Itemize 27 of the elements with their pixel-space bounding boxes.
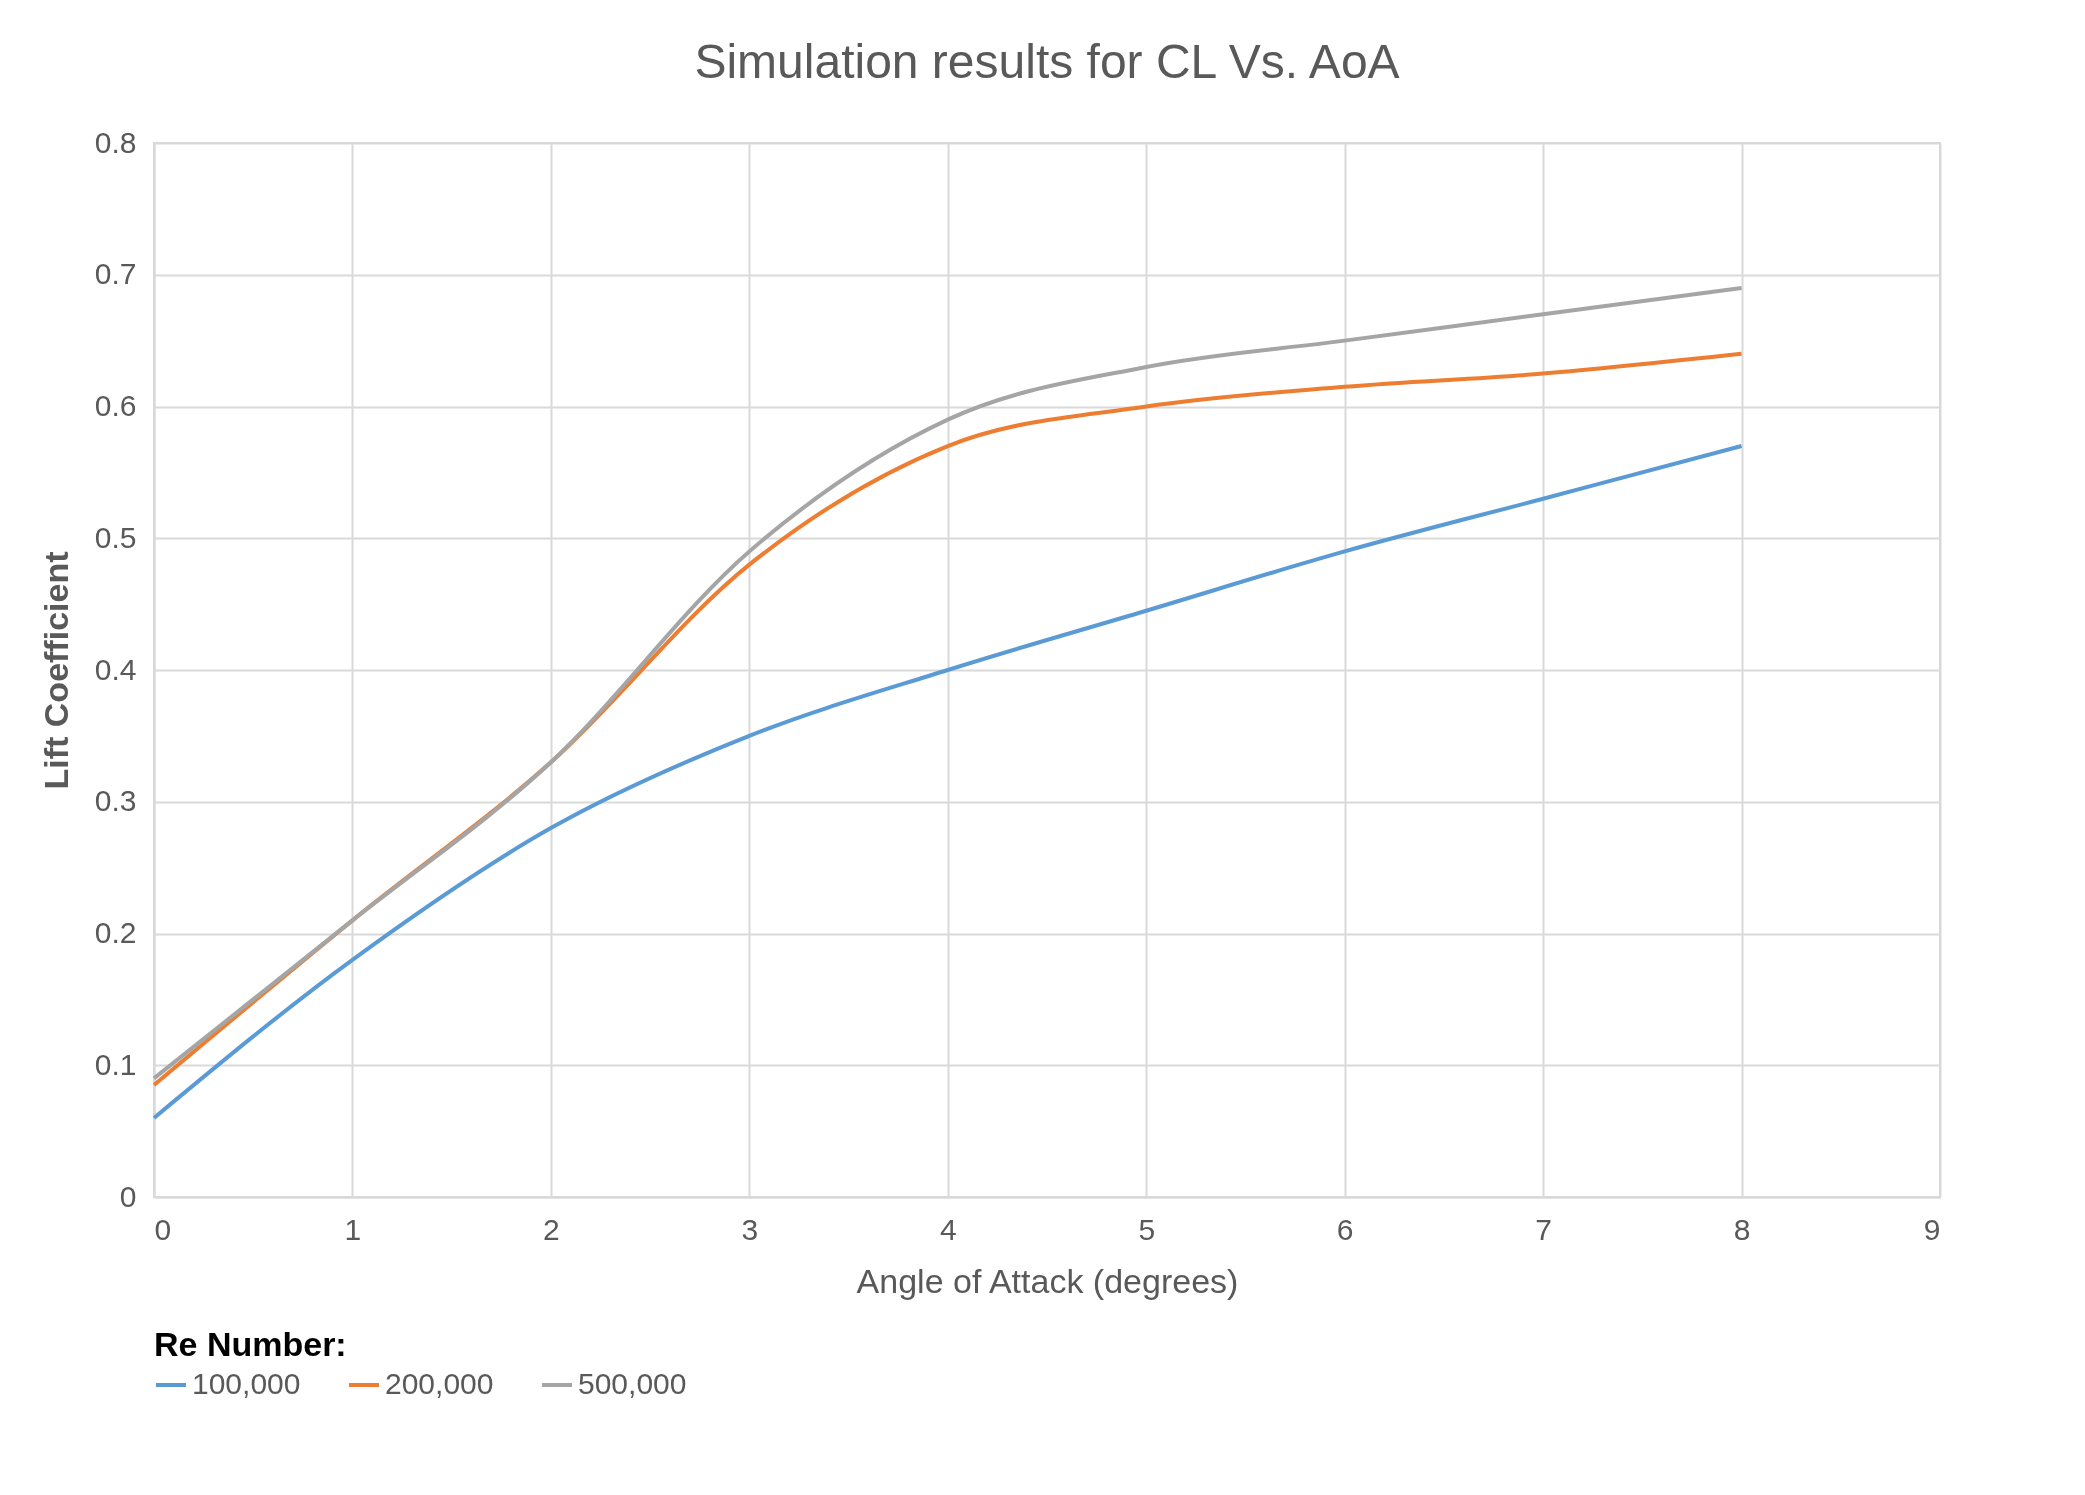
y-tick-label: 0.3	[94, 784, 137, 818]
y-tick-label: 0.6	[94, 389, 137, 422]
x-tick-label: 3	[741, 1212, 759, 1246]
x-tick-label: 2	[543, 1212, 560, 1246]
legend-label: 200,000	[385, 1367, 494, 1400]
x-tick-label: 4	[939, 1212, 957, 1246]
line-series	[152, 444, 1744, 1120]
y-tick-label: 0.8	[94, 125, 137, 159]
chart-title: Simulation results for CL Vs. AoA	[694, 35, 1400, 88]
legend-label: 500,000	[578, 1367, 687, 1400]
x-tick-label: 6	[1336, 1212, 1354, 1246]
y-tick-label: 0.4	[94, 652, 137, 686]
y-tick-label: 0.5	[94, 520, 137, 554]
x-tick-label: 1	[344, 1212, 362, 1246]
y-tick-label: 0	[119, 1179, 137, 1213]
legend-label: 100,000	[192, 1367, 301, 1400]
y-axis-title: Lift Coefficient	[36, 551, 75, 790]
x-tick-label: 8	[1733, 1212, 1751, 1246]
x-tick-label: 9	[1923, 1212, 1941, 1246]
y-tick-label: 0.1	[94, 1047, 137, 1081]
x-axis-title: Angle of Attack (degrees)	[856, 1261, 1239, 1300]
y-tick-label: 0.7	[94, 257, 137, 291]
y-tick-label: 0.2	[94, 916, 137, 949]
x-tick-label: 5	[1138, 1212, 1156, 1246]
x-tick-label: 7	[1535, 1212, 1552, 1246]
legend-title: Re Number:	[154, 1325, 347, 1363]
x-tick-label: 0	[154, 1212, 172, 1246]
